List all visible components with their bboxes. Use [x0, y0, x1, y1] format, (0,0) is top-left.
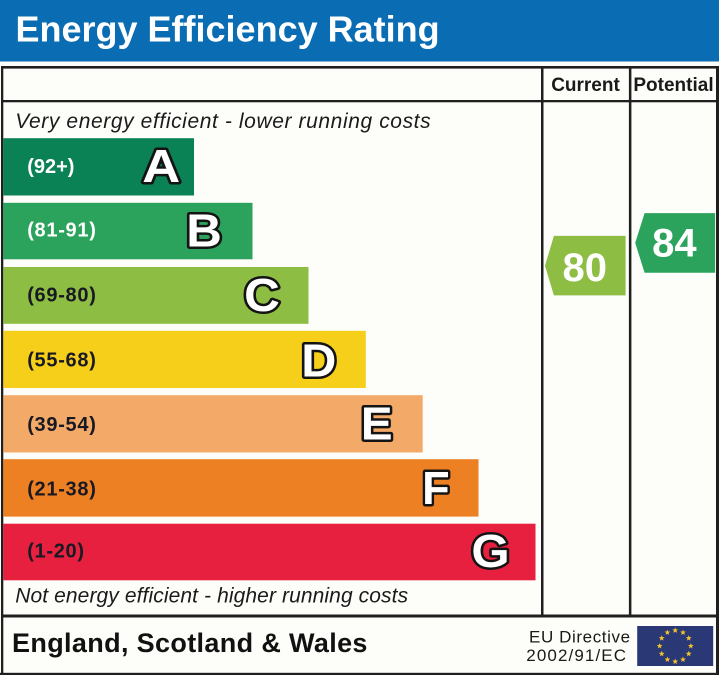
svg-text:F: F [422, 462, 450, 514]
svg-text:G: G [471, 525, 509, 577]
svg-text:Energy Efficiency Rating: Energy Efficiency Rating [16, 9, 440, 50]
svg-text:(55-68): (55-68) [27, 349, 96, 371]
svg-text:Not energy efficient - higher: Not energy efficient - higher running co… [15, 585, 408, 608]
svg-text:E: E [361, 397, 393, 449]
svg-text:84: 84 [652, 222, 697, 266]
svg-text:80: 80 [563, 246, 608, 290]
svg-text:Current: Current [551, 75, 620, 96]
svg-text:(39-54): (39-54) [27, 414, 96, 436]
svg-text:(92+): (92+) [27, 156, 74, 178]
svg-text:EU Directive: EU Directive [529, 627, 631, 646]
svg-text:(69-80): (69-80) [27, 285, 96, 307]
svg-text:D: D [301, 335, 336, 387]
svg-text:(81-91): (81-91) [27, 220, 96, 242]
svg-text:A: A [142, 140, 180, 192]
svg-text:2002/91/EC: 2002/91/EC [526, 646, 627, 665]
svg-text:Very energy efficient - lower: Very energy efficient - lower running co… [15, 110, 431, 133]
svg-text:C: C [244, 269, 280, 321]
svg-text:(21-38): (21-38) [27, 479, 96, 501]
svg-text:(1-20): (1-20) [27, 541, 85, 563]
svg-text:England, Scotland & Wales: England, Scotland & Wales [12, 628, 368, 658]
svg-text:B: B [186, 205, 222, 257]
svg-text:Potential: Potential [633, 75, 713, 96]
